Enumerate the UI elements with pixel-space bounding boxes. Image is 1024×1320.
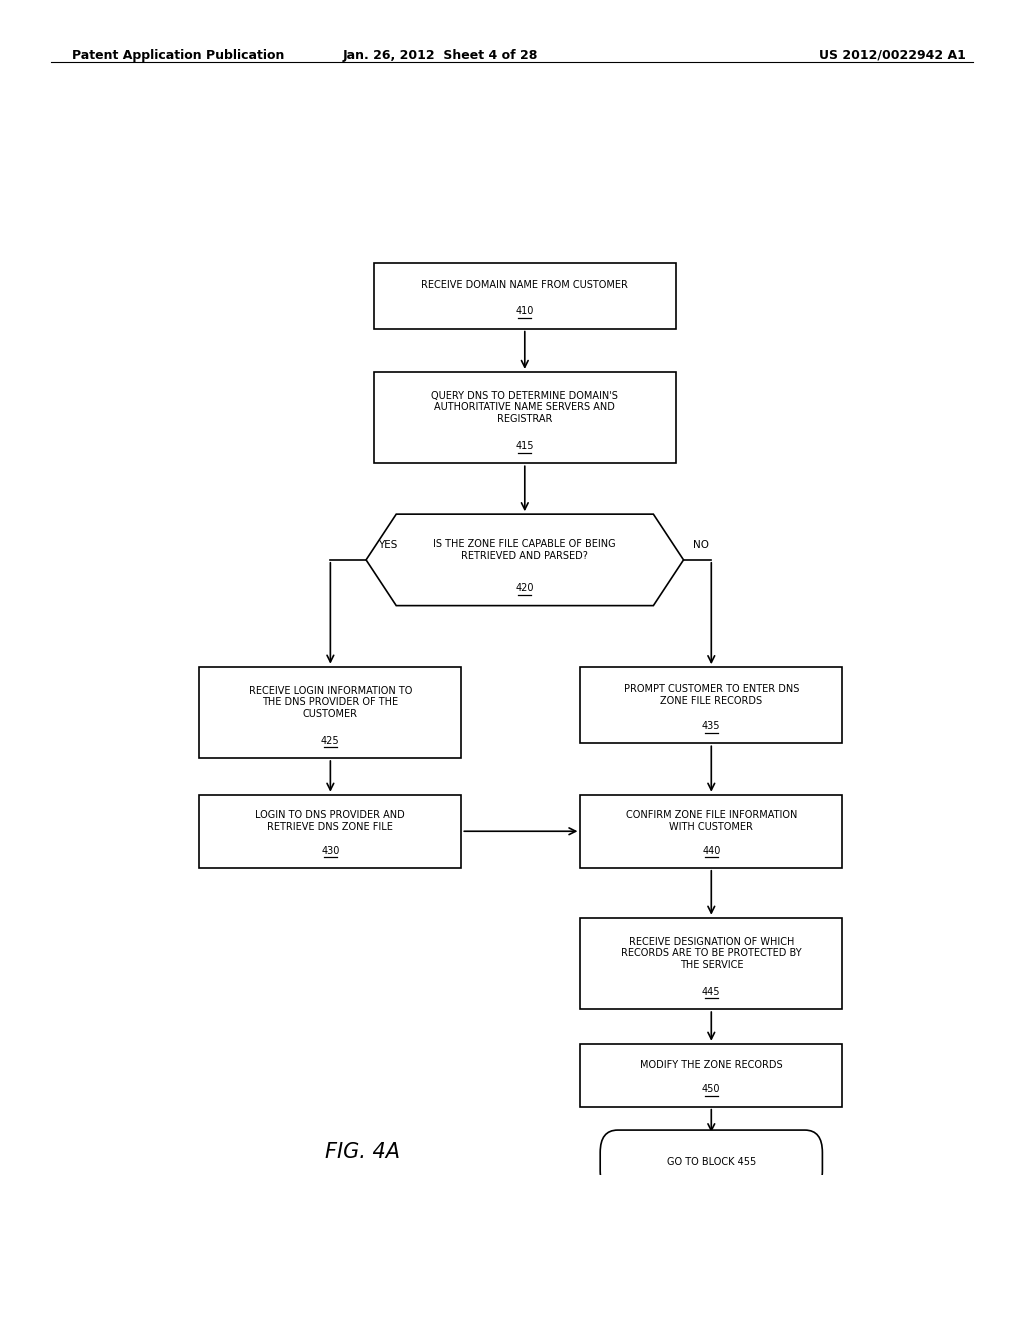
FancyBboxPatch shape bbox=[374, 372, 676, 463]
Text: MODIFY THE ZONE RECORDS: MODIFY THE ZONE RECORDS bbox=[640, 1060, 782, 1071]
Text: PROMPT CUSTOMER TO ENTER DNS
ZONE FILE RECORDS: PROMPT CUSTOMER TO ENTER DNS ZONE FILE R… bbox=[624, 684, 799, 706]
FancyBboxPatch shape bbox=[200, 795, 462, 867]
Text: Jan. 26, 2012  Sheet 4 of 28: Jan. 26, 2012 Sheet 4 of 28 bbox=[343, 49, 538, 62]
Text: 415: 415 bbox=[515, 441, 535, 451]
Text: QUERY DNS TO DETERMINE DOMAIN'S
AUTHORITATIVE NAME SERVERS AND
REGISTRAR: QUERY DNS TO DETERMINE DOMAIN'S AUTHORIT… bbox=[431, 391, 618, 424]
FancyBboxPatch shape bbox=[374, 263, 676, 329]
Polygon shape bbox=[367, 515, 684, 606]
Text: 410: 410 bbox=[516, 306, 534, 317]
FancyBboxPatch shape bbox=[581, 795, 842, 867]
Text: 430: 430 bbox=[322, 846, 340, 855]
Text: 450: 450 bbox=[702, 1085, 721, 1094]
Text: Patent Application Publication: Patent Application Publication bbox=[72, 49, 284, 62]
FancyBboxPatch shape bbox=[581, 917, 842, 1008]
Text: RECEIVE DESIGNATION OF WHICH
RECORDS ARE TO BE PROTECTED BY
THE SERVICE: RECEIVE DESIGNATION OF WHICH RECORDS ARE… bbox=[621, 937, 802, 970]
Text: 420: 420 bbox=[515, 583, 535, 593]
Text: RECEIVE DOMAIN NAME FROM CUSTOMER: RECEIVE DOMAIN NAME FROM CUSTOMER bbox=[421, 280, 629, 290]
Text: RECEIVE LOGIN INFORMATION TO
THE DNS PROVIDER OF THE
CUSTOMER: RECEIVE LOGIN INFORMATION TO THE DNS PRO… bbox=[249, 685, 412, 719]
Text: FIG. 4A: FIG. 4A bbox=[325, 1142, 399, 1163]
Text: CONFIRM ZONE FILE INFORMATION
WITH CUSTOMER: CONFIRM ZONE FILE INFORMATION WITH CUSTO… bbox=[626, 810, 797, 832]
Text: 440: 440 bbox=[702, 846, 721, 855]
Text: US 2012/0022942 A1: US 2012/0022942 A1 bbox=[819, 49, 966, 62]
FancyBboxPatch shape bbox=[200, 667, 462, 758]
Text: NO: NO bbox=[693, 540, 709, 549]
FancyBboxPatch shape bbox=[581, 1044, 842, 1106]
Text: YES: YES bbox=[378, 540, 397, 549]
Text: 445: 445 bbox=[702, 987, 721, 997]
Text: GO TO BLOCK 455: GO TO BLOCK 455 bbox=[667, 1156, 756, 1167]
Text: 435: 435 bbox=[702, 721, 721, 731]
FancyBboxPatch shape bbox=[581, 667, 842, 743]
Text: LOGIN TO DNS PROVIDER AND
RETRIEVE DNS ZONE FILE: LOGIN TO DNS PROVIDER AND RETRIEVE DNS Z… bbox=[256, 810, 406, 832]
FancyBboxPatch shape bbox=[600, 1130, 822, 1193]
Text: 425: 425 bbox=[322, 735, 340, 746]
Text: IS THE ZONE FILE CAPABLE OF BEING
RETRIEVED AND PARSED?: IS THE ZONE FILE CAPABLE OF BEING RETRIE… bbox=[433, 539, 616, 561]
